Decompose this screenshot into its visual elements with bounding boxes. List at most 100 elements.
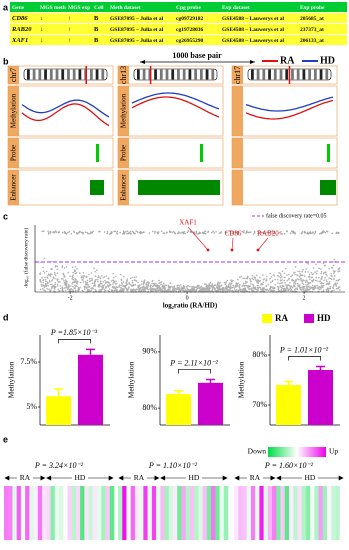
scatter-point [85, 281, 87, 284]
scatter-point [256, 279, 259, 281]
group-arrow [234, 475, 276, 481]
scatter-point [308, 288, 311, 291]
scatter-point [252, 283, 254, 286]
scatter-point [305, 268, 307, 270]
scatter-point [126, 230, 129, 232]
scatter-point [321, 282, 323, 285]
scatter-point [279, 276, 282, 279]
scatter-point [177, 232, 179, 235]
group-label: HD [304, 473, 315, 482]
scatter-point [77, 287, 80, 289]
scatter-point [249, 288, 252, 290]
scatter-point [303, 279, 305, 282]
heat-cell [12, 486, 17, 540]
scatter-point [269, 287, 272, 290]
heat-cell [126, 486, 131, 540]
heat-cell [177, 486, 182, 540]
scatter-point [90, 287, 92, 290]
group-label-bg [185, 473, 202, 483]
track-label: Methylation [10, 93, 18, 128]
scatter-point [331, 289, 334, 292]
scatter-point [309, 278, 311, 281]
scatter-point [51, 279, 54, 281]
scatter-point [90, 289, 93, 292]
scatter-point [263, 287, 265, 289]
scatter-point [112, 285, 114, 288]
table-header: Exp probe [300, 5, 325, 11]
scatter-point [251, 287, 253, 289]
scatter-point [103, 288, 105, 291]
ideogram-band [44, 69, 47, 80]
scatter-point [86, 279, 89, 282]
scatter-point [286, 230, 288, 232]
scatter-point [335, 287, 338, 290]
scatter-point [330, 266, 333, 269]
scatter-point [139, 287, 142, 289]
legend-label: HD [317, 313, 331, 323]
scatter-point [112, 283, 114, 285]
scatter-point [302, 274, 304, 277]
scatter-point [294, 282, 297, 285]
scatter-point [132, 288, 134, 290]
scatter-point [251, 289, 253, 292]
scatter-point [180, 284, 182, 286]
scatter-point [314, 230, 317, 233]
scatter-point [229, 282, 231, 284]
scatter-point [249, 277, 251, 280]
scatter-point [288, 277, 290, 280]
scatter-point [171, 285, 173, 288]
scatter-point [266, 275, 268, 278]
heat-cell [234, 486, 239, 540]
scatter-point [156, 287, 158, 290]
scatter-point [102, 284, 104, 287]
scatter-point [302, 268, 304, 271]
track-label: Enhancer [120, 174, 128, 201]
scatter-point [180, 232, 182, 234]
scatter-point [209, 287, 211, 290]
scatter-point [158, 287, 160, 289]
scatter-point [161, 284, 164, 287]
scatter-point [134, 232, 136, 235]
scatter-point [273, 275, 276, 277]
scatter-point [339, 289, 341, 291]
scatter-point [94, 288, 96, 291]
scatter-point [105, 287, 107, 289]
table-cell: RAB20 [11, 26, 32, 33]
ideogram-band [199, 69, 203, 80]
heat-cell [130, 486, 136, 540]
track-label: chr13 [119, 66, 128, 84]
scatter-point [285, 285, 288, 287]
ideogram-band [285, 69, 289, 80]
scatter-point [138, 289, 140, 291]
scatter-point [185, 286, 188, 288]
scatter-point [133, 289, 136, 291]
scatter-point [97, 284, 100, 286]
scatter-point [124, 285, 127, 288]
scatter-point [237, 282, 239, 285]
scatter-point [262, 289, 265, 291]
scatter-point [290, 275, 292, 278]
scatter-point [218, 289, 220, 291]
scatter-point [294, 266, 297, 268]
scatter-point [126, 284, 128, 286]
scatter-point [83, 285, 85, 288]
group-label: HD [74, 473, 85, 482]
ideogram-band [171, 69, 175, 80]
scatter-point [294, 281, 296, 283]
scatter-point [289, 282, 291, 284]
group-label-bg [130, 473, 147, 483]
scatter-point [128, 283, 131, 285]
scatter-point [182, 287, 184, 289]
scatter-point [243, 277, 246, 280]
scatter-point [297, 270, 299, 273]
scatter-point [329, 287, 332, 290]
scatter-point [299, 286, 302, 289]
heat-cell [185, 486, 191, 540]
scatter-point [129, 233, 132, 235]
panel-label: a [3, 2, 9, 12]
scatter-point [42, 270, 45, 273]
panel-label: d [3, 312, 9, 322]
scatter-point [336, 232, 339, 234]
scatter-point [51, 286, 53, 288]
scatter-point [270, 276, 273, 278]
